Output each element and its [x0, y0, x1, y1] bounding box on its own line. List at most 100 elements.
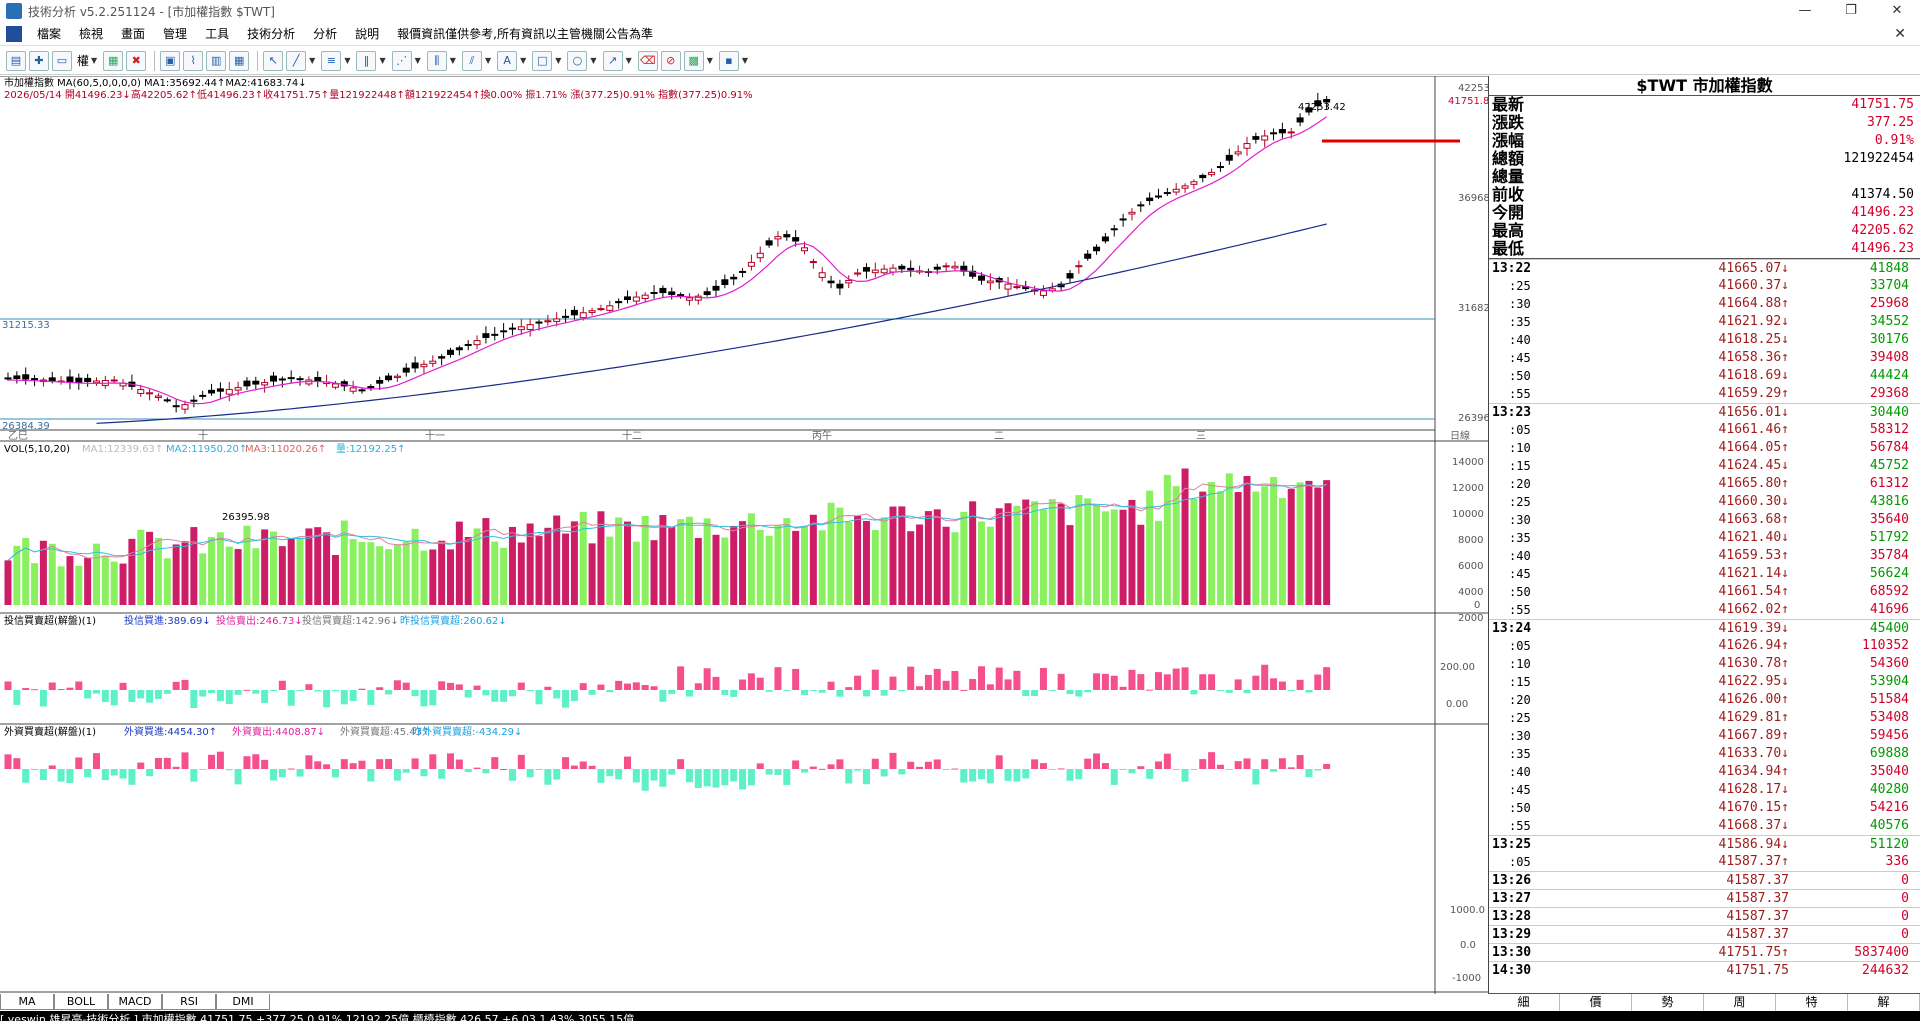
volume-bar[interactable]: [1146, 490, 1154, 605]
candle[interactable]: [402, 367, 410, 373]
candle[interactable]: [1305, 107, 1313, 113]
indicator-bar[interactable]: [597, 684, 605, 690]
volume-bar[interactable]: [1243, 476, 1251, 605]
volume-bar[interactable]: [455, 521, 463, 605]
candle[interactable]: [154, 395, 162, 399]
chart-bars-icon[interactable]: ▤: [6, 50, 26, 71]
tab-ma[interactable]: MA: [0, 994, 54, 1010]
volume-bar[interactable]: [818, 530, 826, 605]
candle[interactable]: [854, 272, 862, 275]
line-draw-icon[interactable]: ╱: [286, 50, 307, 71]
indicator-bar[interactable]: [261, 759, 269, 769]
volume-bar[interactable]: [39, 540, 47, 605]
candle[interactable]: [1243, 143, 1251, 149]
indicator-bar[interactable]: [323, 690, 331, 708]
indicator-bar[interactable]: [721, 690, 729, 695]
indicator-bar[interactable]: [668, 769, 676, 775]
indicator-bar[interactable]: [916, 766, 924, 769]
volume-bar[interactable]: [1128, 499, 1136, 605]
indicator-bar[interactable]: [792, 668, 800, 690]
chevron-down-icon[interactable]: ▼: [379, 56, 386, 65]
indicator-bar[interactable]: [473, 767, 481, 769]
indicator-bar[interactable]: [1119, 769, 1127, 770]
indicator-bar[interactable]: [181, 679, 189, 690]
tick-row[interactable]: :40 41634.94↑ 35040: [1489, 763, 1920, 781]
indicator-bar[interactable]: [1278, 681, 1286, 690]
indicator-bar[interactable]: [181, 752, 189, 769]
volume-bar[interactable]: [615, 517, 623, 605]
indicator-bar[interactable]: [1057, 768, 1065, 770]
candle[interactable]: [1013, 286, 1021, 289]
mdi-close-icon[interactable]: ✕: [1894, 26, 1906, 42]
volume-bar[interactable]: [358, 541, 366, 605]
indicator-bar[interactable]: [1216, 690, 1224, 691]
indicator-bar[interactable]: [225, 690, 233, 705]
indicator-bar[interactable]: [960, 689, 968, 691]
candle[interactable]: [1314, 100, 1322, 107]
indicator-bar[interactable]: [1181, 667, 1189, 690]
candle[interactable]: [411, 362, 419, 369]
candle[interactable]: [190, 399, 198, 402]
indicator-bar[interactable]: [1075, 769, 1083, 780]
indicator-bar[interactable]: [986, 769, 994, 784]
tick-row[interactable]: 14:30 41751.75 244632: [1489, 961, 1920, 979]
indicator-bar[interactable]: [455, 759, 463, 769]
candle[interactable]: [1199, 174, 1207, 179]
clear-icon[interactable]: ⊘: [660, 50, 681, 71]
indicator-bar[interactable]: [323, 764, 331, 769]
candle[interactable]: [1216, 166, 1224, 169]
candle[interactable]: [570, 309, 578, 316]
tab-dmi[interactable]: DMI: [216, 994, 270, 1010]
candle[interactable]: [1004, 283, 1012, 290]
indicator-bar[interactable]: [252, 690, 260, 694]
volume-bar[interactable]: [535, 536, 543, 605]
indicator-bar[interactable]: [402, 769, 410, 773]
indicator-bar[interactable]: [278, 769, 286, 778]
candle[interactable]: [243, 380, 251, 387]
indicator-bar[interactable]: [438, 681, 446, 690]
indicator-bar[interactable]: [508, 690, 516, 697]
volume-bar[interactable]: [75, 565, 83, 605]
volume-bar[interactable]: [712, 534, 720, 605]
indicator-bar[interactable]: [854, 675, 862, 690]
indicator-bar[interactable]: [579, 761, 587, 769]
indicator-bar[interactable]: [270, 690, 277, 691]
tick-row[interactable]: :25 41660.37↓ 33704: [1489, 277, 1920, 295]
tick-row[interactable]: 13:26 41587.37 0: [1489, 871, 1920, 889]
indicator-bar[interactable]: [305, 684, 313, 690]
indicator-bar[interactable]: [1234, 679, 1242, 690]
indicator-bar[interactable]: [66, 769, 74, 783]
candle[interactable]: [1287, 131, 1295, 134]
indicator-bar[interactable]: [75, 757, 83, 769]
indicator-bar[interactable]: [1039, 763, 1047, 769]
volume-bar[interactable]: [296, 537, 304, 605]
candle[interactable]: [270, 375, 277, 382]
adjust-label[interactable]: 權: [77, 54, 90, 68]
tick-row[interactable]: 13:25 41586.94↓ 51120: [1489, 835, 1920, 853]
candle[interactable]: [986, 280, 994, 284]
indicator-bar[interactable]: [615, 769, 623, 780]
indicator-bar[interactable]: [482, 690, 490, 696]
candle[interactable]: [438, 356, 446, 359]
channel-icon[interactable]: ⫽: [461, 50, 482, 71]
candle[interactable]: [1066, 273, 1074, 279]
candle[interactable]: [93, 380, 100, 384]
indicator-bar[interactable]: [464, 690, 472, 698]
volume-bar[interactable]: [747, 513, 755, 605]
candle[interactable]: [747, 261, 755, 267]
tick-row[interactable]: :20 41665.80↑ 61312: [1489, 475, 1920, 493]
indicator-bar[interactable]: [1163, 753, 1171, 769]
indicator-bar[interactable]: [1208, 752, 1216, 769]
indicator-bar[interactable]: [774, 667, 782, 690]
volume-bar[interactable]: [305, 528, 313, 605]
indicator-bar[interactable]: [756, 763, 764, 769]
indicator-bar[interactable]: [1287, 690, 1295, 691]
indicator-bar[interactable]: [119, 769, 127, 779]
candle[interactable]: [907, 267, 915, 271]
candle[interactable]: [721, 279, 729, 285]
indicator-bar[interactable]: [889, 752, 897, 769]
tick-row[interactable]: 13:24 41619.39↓ 45400: [1489, 619, 1920, 637]
chevron-down-icon[interactable]: ▼: [91, 56, 98, 65]
indicator-bar[interactable]: [376, 759, 384, 769]
menu-file[interactable]: 檔案: [37, 27, 62, 41]
